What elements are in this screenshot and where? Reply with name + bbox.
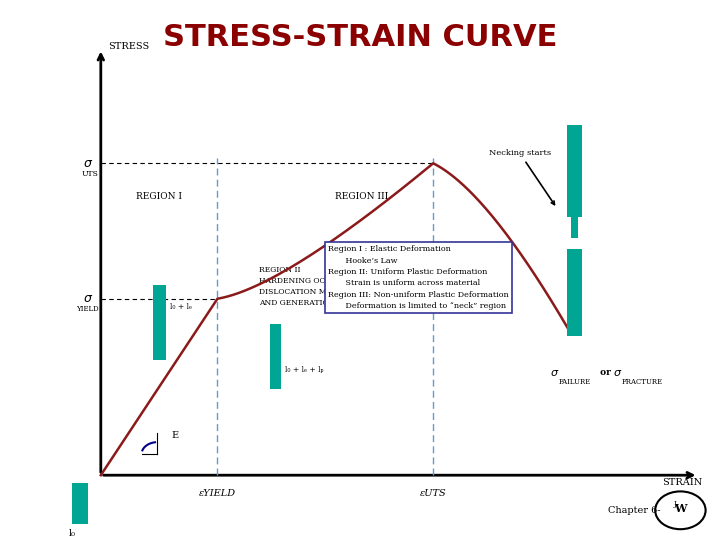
Text: REGION I: REGION I xyxy=(136,192,182,201)
Text: STRESS: STRESS xyxy=(108,42,149,51)
Text: l₀ + lₑ: l₀ + lₑ xyxy=(170,303,192,312)
Text: l₀: l₀ xyxy=(68,529,76,538)
Text: εUTS: εUTS xyxy=(420,489,446,498)
Text: STRESS-STRAIN CURVE: STRESS-STRAIN CURVE xyxy=(163,23,557,52)
Bar xyxy=(270,324,282,389)
Text: $\sigma$: $\sigma$ xyxy=(613,368,623,377)
Text: W: W xyxy=(674,503,687,514)
Text: εYIELD: εYIELD xyxy=(199,489,236,498)
Bar xyxy=(72,483,88,524)
Bar xyxy=(567,249,582,336)
Text: YIELD: YIELD xyxy=(76,305,99,313)
Text: l₀ + lₑ + lₚ: l₀ + lₑ + lₚ xyxy=(285,366,323,374)
Text: UTS: UTS xyxy=(82,170,99,178)
Text: REGION II
HARDENING OCCURS
DISLOCATION MOTION
AND GENERATION !: REGION II HARDENING OCCURS DISLOCATION M… xyxy=(259,266,354,307)
Text: E: E xyxy=(171,431,179,440)
Text: STRAIN: STRAIN xyxy=(662,478,702,487)
Bar xyxy=(153,285,166,360)
Text: Necking starts: Necking starts xyxy=(489,149,554,205)
Text: $\sigma$: $\sigma$ xyxy=(84,292,94,305)
Text: FAILURE: FAILURE xyxy=(559,378,590,386)
Text: Region I : Elastic Deformation
       Hooke’s Law
Region II: Uniform Plastic Def: Region I : Elastic Deformation Hooke’s L… xyxy=(328,245,509,310)
Text: or: or xyxy=(597,368,613,377)
Bar xyxy=(567,125,582,217)
Text: Chapter 6-: Chapter 6- xyxy=(608,506,661,515)
Text: $\sigma$: $\sigma$ xyxy=(84,157,94,170)
Text: REGION III: REGION III xyxy=(335,192,388,201)
Text: $\sigma$: $\sigma$ xyxy=(550,368,559,377)
Text: J: J xyxy=(674,500,677,508)
Text: FRACTURE: FRACTURE xyxy=(622,378,663,386)
Bar xyxy=(571,215,578,238)
